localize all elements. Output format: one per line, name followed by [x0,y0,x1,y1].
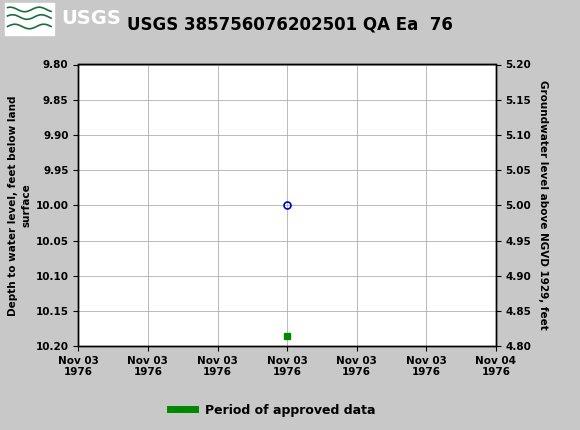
FancyBboxPatch shape [5,3,54,35]
Y-axis label: Depth to water level, feet below land
surface: Depth to water level, feet below land su… [8,95,31,316]
Y-axis label: Groundwater level above NGVD 1929, feet: Groundwater level above NGVD 1929, feet [538,80,549,330]
Text: USGS 385756076202501 QA Ea  76: USGS 385756076202501 QA Ea 76 [127,15,453,33]
Legend: Period of approved data: Period of approved data [165,399,380,421]
Text: USGS: USGS [61,9,121,28]
